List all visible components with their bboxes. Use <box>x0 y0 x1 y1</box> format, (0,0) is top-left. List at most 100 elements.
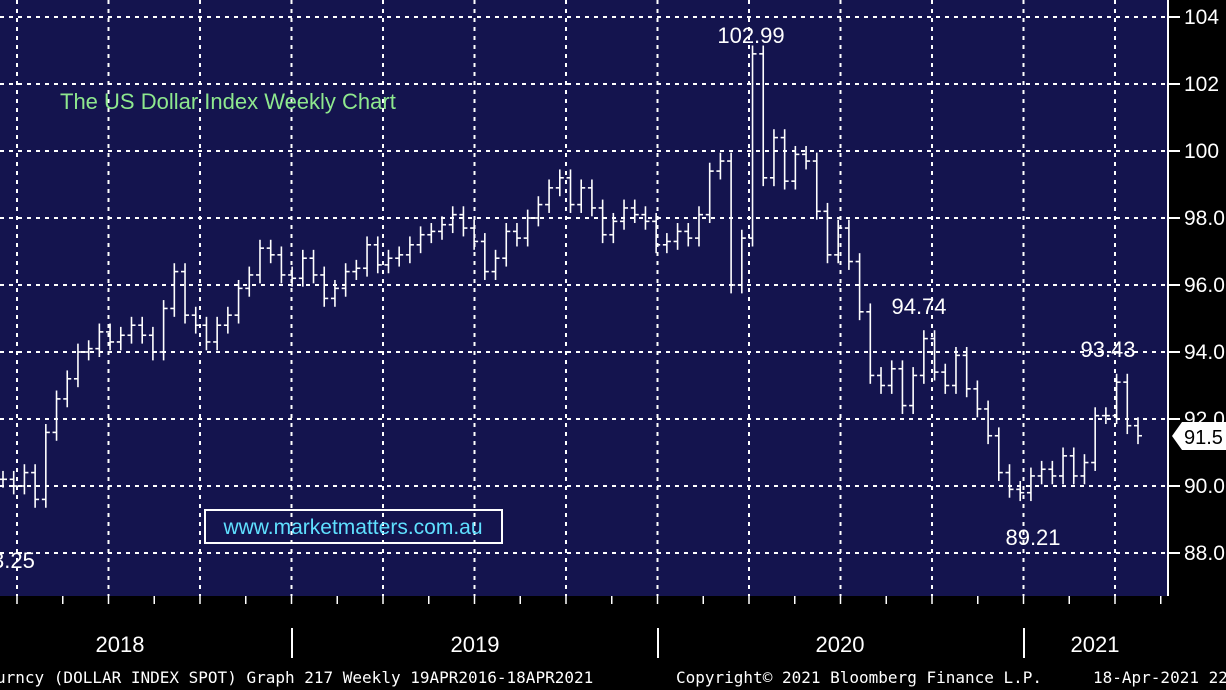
weekly-price-bar <box>984 400 993 445</box>
annotation-low-2021: 89.21 <box>1005 525 1060 550</box>
weekly-price-bar <box>202 316 211 351</box>
weekly-price-bar <box>288 266 297 287</box>
weekly-price-bar <box>555 169 564 197</box>
weekly-price-bar <box>834 219 843 264</box>
weekly-price-bar <box>459 206 468 237</box>
weekly-price-bar <box>266 239 275 264</box>
x-axis: 2018 2019 2020 2021 <box>96 628 1120 658</box>
year-label-2018: 2018 <box>96 632 145 657</box>
last-price-marker: 91.5 <box>1172 422 1226 450</box>
weekly-price-bar <box>373 236 382 274</box>
weekly-price-bar <box>994 427 1003 481</box>
weekly-price-bar <box>812 152 821 220</box>
weekly-price-bar <box>438 216 447 240</box>
weekly-price-bar <box>823 202 832 264</box>
annotation-93-43: 93.43 <box>1080 337 1135 362</box>
year-label-2019: 2019 <box>451 632 500 657</box>
weekly-price-bar <box>41 424 50 508</box>
weekly-price-bar <box>737 229 746 294</box>
watermark-link[interactable]: www.marketmatters.com.au <box>222 516 482 539</box>
weekly-price-bar <box>0 470 7 488</box>
y-tick-label: 104 <box>1184 6 1219 29</box>
last-price-label: 91.5 <box>1184 427 1223 449</box>
weekly-price-bar <box>694 206 703 247</box>
weekly-price-bar <box>887 360 896 394</box>
year-label-2020: 2020 <box>816 632 865 657</box>
weekly-price-bar <box>106 323 115 351</box>
weekly-price-bar <box>844 219 853 270</box>
y-tick-label: 98.0 <box>1184 207 1225 230</box>
weekly-price-bar <box>470 219 479 250</box>
y-tick-label: 90.0 <box>1184 475 1225 498</box>
weekly-price-bar <box>148 326 157 361</box>
weekly-price-bar <box>759 45 768 187</box>
weekly-price-bar <box>127 316 136 344</box>
footer-security-description: urncy (DOLLAR INDEX SPOT) Graph 217 Week… <box>0 668 593 687</box>
weekly-price-bar <box>277 246 286 284</box>
weekly-price-bar <box>1037 460 1046 485</box>
weekly-price-bar <box>662 233 671 254</box>
weekly-price-bar <box>973 380 982 418</box>
weekly-price-bar <box>116 326 125 351</box>
weekly-price-bar <box>427 223 436 244</box>
weekly-price-bar <box>630 199 639 224</box>
weekly-price-bar <box>641 206 650 230</box>
weekly-price-bar <box>384 249 393 274</box>
weekly-price-bar <box>909 367 918 414</box>
weekly-price-bar <box>684 223 693 247</box>
y-tick-label: 102 <box>1184 73 1219 96</box>
weekly-price-bar <box>170 263 179 317</box>
weekly-price-bar <box>1069 447 1078 485</box>
weekly-price-bar <box>416 226 425 254</box>
weekly-price-bar <box>866 303 875 384</box>
watermark-box[interactable]: www.marketmatters.com.au <box>204 509 503 544</box>
weekly-price-bar <box>352 259 361 280</box>
weekly-price-bar <box>480 233 489 280</box>
weekly-price-bar <box>213 316 222 351</box>
weekly-price-bar <box>395 246 404 267</box>
weekly-price-bar <box>95 323 104 358</box>
weekly-price-bar <box>962 346 971 398</box>
annotation-94-74: 94.74 <box>891 294 946 319</box>
weekly-price-bar <box>1123 373 1132 435</box>
weekly-price-bar <box>609 212 618 244</box>
weekly-price-bar <box>181 263 190 324</box>
weekly-price-bar <box>309 249 318 284</box>
weekly-price-bar <box>63 370 72 408</box>
weekly-price-bar <box>545 179 554 213</box>
weekly-price-bar <box>330 279 339 307</box>
weekly-price-bar <box>341 263 350 297</box>
weekly-price-bar <box>159 300 168 361</box>
weekly-price-bar <box>1048 460 1057 485</box>
weekly-price-bar <box>1134 417 1142 445</box>
weekly-price-bar <box>448 206 457 234</box>
year-label-2021: 2021 <box>1071 632 1120 657</box>
weekly-price-bar <box>191 306 200 334</box>
weekly-price-bar <box>52 390 61 441</box>
y-tick-label: 100 <box>1184 140 1219 163</box>
weekly-price-bar <box>877 367 886 394</box>
weekly-price-bar <box>673 223 682 250</box>
annotations: 3.25 102.99 94.74 89.21 93.43 <box>0 23 1136 573</box>
weekly-price-bar <box>84 340 93 361</box>
weekly-price-bar <box>855 253 864 321</box>
y-tick-label: 92.0 <box>1184 408 1225 431</box>
weekly-price-bar <box>502 223 511 267</box>
weekly-price-bar <box>363 236 372 277</box>
weekly-price-bar <box>31 464 40 508</box>
y-tick-label: 88.0 <box>1184 542 1225 565</box>
footer: urncy (DOLLAR INDEX SPOT) Graph 217 Week… <box>0 668 1226 687</box>
weekly-price-bar <box>898 360 907 414</box>
weekly-price-bar <box>234 279 243 324</box>
watermark-border <box>204 509 503 544</box>
weekly-price-bar <box>716 152 725 180</box>
weekly-price-bar <box>1005 464 1014 498</box>
weekly-price-bar <box>748 45 757 247</box>
weekly-price-bar <box>223 306 232 334</box>
weekly-price-bar <box>620 199 629 230</box>
weekly-price-bar <box>652 212 661 254</box>
weekly-price-bar <box>255 239 264 284</box>
weekly-price-bar <box>951 346 960 394</box>
